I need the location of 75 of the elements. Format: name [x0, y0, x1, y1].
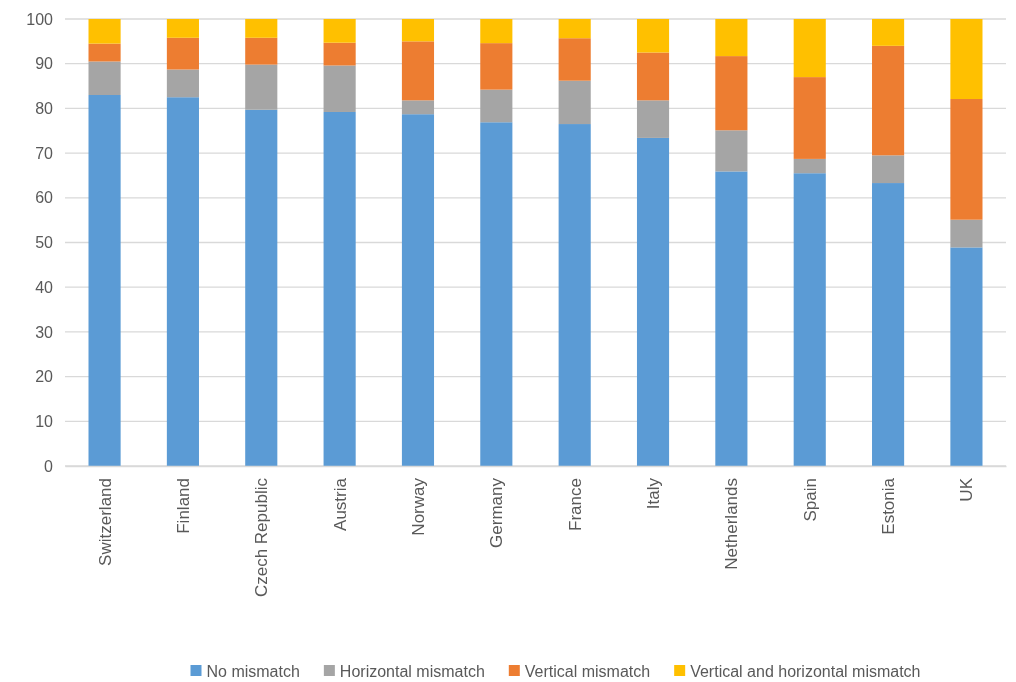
bar: [480, 89, 513, 123]
y-tick-label: 100: [26, 10, 54, 28]
bar: [872, 19, 905, 46]
bar: [401, 114, 435, 466]
bar: [323, 65, 356, 112]
x-tick-label: UK: [957, 477, 977, 502]
bar: [558, 124, 591, 466]
legend-label: No mismatch: [206, 662, 300, 680]
bar: [88, 19, 121, 44]
bar: [88, 94, 121, 466]
bar: [88, 43, 121, 62]
y-tick-label: 0: [44, 457, 54, 475]
x-tick-label: Austria: [330, 477, 350, 531]
x-tick-label: France: [565, 478, 585, 531]
bar: [872, 45, 905, 156]
bar: [323, 42, 356, 66]
bar: [480, 43, 513, 90]
bar: [872, 183, 905, 466]
x-tick-label: Germany: [487, 477, 507, 548]
y-tick-label: 70: [35, 144, 54, 162]
y-tick-label: 10: [35, 412, 54, 430]
bar: [323, 19, 356, 43]
y-tick-label: 20: [35, 368, 54, 386]
x-tick-label: Norway: [408, 477, 428, 536]
legend-label: Horizontal mismatch: [339, 662, 485, 680]
bar: [950, 247, 983, 466]
legend-label: Vertical mismatch: [524, 662, 651, 680]
y-tick-label: 90: [35, 55, 54, 73]
y-tick-label: 30: [35, 323, 54, 341]
bar: [558, 19, 591, 39]
bar: [715, 19, 748, 57]
bar: [950, 219, 983, 248]
x-tick-label: Italy: [643, 477, 663, 510]
x-tick-label: Estonia: [879, 477, 899, 535]
bar: [950, 99, 983, 220]
bar: [793, 173, 826, 466]
bar: [636, 137, 670, 466]
bar: [323, 111, 356, 466]
bar: [636, 19, 670, 53]
bar: [715, 56, 748, 131]
bar: [636, 52, 670, 101]
bar: [715, 130, 748, 172]
bar: [245, 64, 278, 110]
x-tick-label: Switzerland: [95, 478, 115, 566]
bar: [245, 109, 278, 466]
bar: [166, 69, 199, 98]
bar: [480, 122, 513, 466]
bar: [558, 80, 591, 125]
x-tick-label: Czech Republic: [252, 477, 272, 598]
bar: [636, 100, 670, 138]
bar: [401, 41, 435, 101]
y-tick-label: 50: [35, 234, 54, 252]
bar: [166, 97, 199, 466]
y-tick-label: 40: [35, 278, 54, 296]
bar: [166, 19, 199, 38]
bar: [401, 19, 435, 42]
y-tick-label: 60: [35, 189, 54, 207]
legend-label: Vertical and horizontal mismatch: [690, 662, 921, 680]
bar: [793, 77, 826, 159]
bar: [793, 158, 826, 174]
bar: [401, 100, 435, 115]
x-tick-label: Spain: [800, 478, 820, 522]
bar: [88, 61, 121, 95]
bar: [950, 19, 983, 100]
bar: [872, 155, 905, 184]
bar: [480, 19, 513, 44]
y-tick-label: 80: [35, 100, 54, 118]
bar: [245, 19, 278, 38]
bar: [166, 37, 199, 70]
x-tick-label: Finland: [173, 478, 193, 534]
bar: [558, 38, 591, 81]
bar: [793, 19, 826, 78]
bar: [245, 37, 278, 65]
x-tick-label: Netherlands: [722, 478, 742, 570]
bar: [715, 171, 748, 466]
